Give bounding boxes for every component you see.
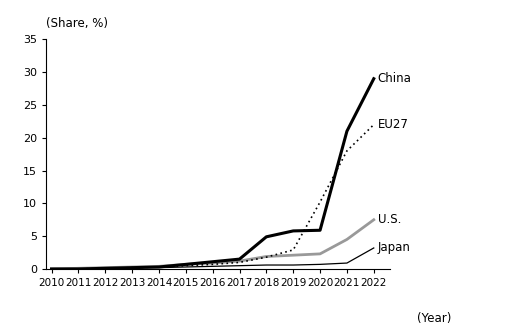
Text: EU27: EU27: [378, 118, 409, 131]
Text: China: China: [378, 72, 411, 85]
Text: (Share, %): (Share, %): [46, 16, 108, 30]
Text: U.S.: U.S.: [378, 213, 401, 226]
Text: Japan: Japan: [378, 241, 411, 255]
Text: (Year): (Year): [417, 312, 451, 325]
